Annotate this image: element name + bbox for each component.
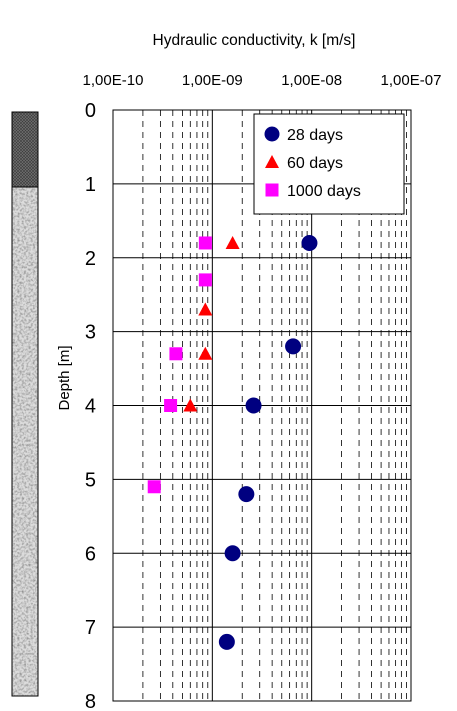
data-point-square [147,480,161,494]
legend-label: 28 days [287,127,343,144]
legend-marker-square [265,183,279,197]
y-tick-label: 2 [85,248,96,270]
soil-top-layer [11,111,39,188]
data-point-circle [285,338,302,355]
soil-column [11,111,39,697]
y-axis-label: Depth [m] [56,345,73,410]
y-tick-label: 4 [85,396,96,418]
plot-area [112,109,412,702]
data-point-triangle [198,302,213,316]
data-point-triangle [198,346,213,360]
data-point-circle [224,545,241,562]
legend-marker-triangle [265,155,279,168]
y-tick-label: 0 [85,100,96,122]
data-points [147,234,318,650]
y-tick-label: 7 [85,617,96,639]
data-point-circle [245,397,262,414]
chart-title: Hydraulic conductivity, k [m/s] [153,32,356,49]
x-tick-label: 1,00E-09 [182,72,243,89]
y-tick-label: 1 [85,174,96,196]
y-tick-label: 3 [85,322,96,344]
data-point-circle [218,633,235,650]
soil-texture [12,187,38,696]
x-tick-label: 1,00E-10 [83,72,144,89]
x-tick-label: 1,00E-08 [281,72,342,89]
soil-column-border [11,111,39,697]
data-point-circle [301,234,318,251]
data-point-square [169,347,183,361]
data-point-square [198,236,212,250]
legend: 28 days 60 days 1000 days [253,113,405,215]
legend-label: 60 days [287,155,343,172]
legend-marker-circle [264,126,280,142]
data-point-circle [238,486,255,503]
y-tick-label: 6 [85,543,96,565]
y-tick-label: 5 [85,469,96,491]
legend-box [253,113,405,215]
x-axis-ticks: 1,00E-10 1,00E-09 1,00E-08 1,00E-07 [83,72,442,89]
y-axis-ticks: 0 1 2 3 4 5 6 7 8 [85,100,96,711]
data-point-triangle [225,235,240,249]
x-tick-label: 1,00E-07 [381,72,442,89]
y-tick-label: 8 [85,691,96,711]
data-point-square [198,273,212,287]
data-point-triangle [183,398,198,412]
data-point-square [164,399,178,412]
legend-label: 1000 days [287,183,361,200]
